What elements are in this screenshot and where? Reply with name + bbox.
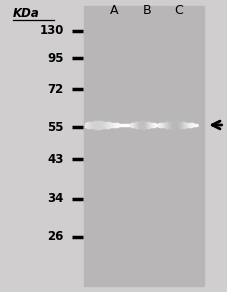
Bar	[84, 6, 203, 286]
Text: 26: 26	[47, 230, 64, 243]
Text: 130: 130	[39, 24, 64, 37]
Text: 55: 55	[47, 121, 64, 133]
Text: C: C	[174, 4, 183, 17]
Text: B: B	[142, 4, 151, 17]
Text: 72: 72	[47, 83, 64, 95]
Text: 34: 34	[47, 192, 64, 205]
Text: 95: 95	[47, 52, 64, 65]
Text: A: A	[109, 4, 118, 17]
Text: KDa: KDa	[12, 7, 39, 20]
Text: 43: 43	[47, 153, 64, 166]
